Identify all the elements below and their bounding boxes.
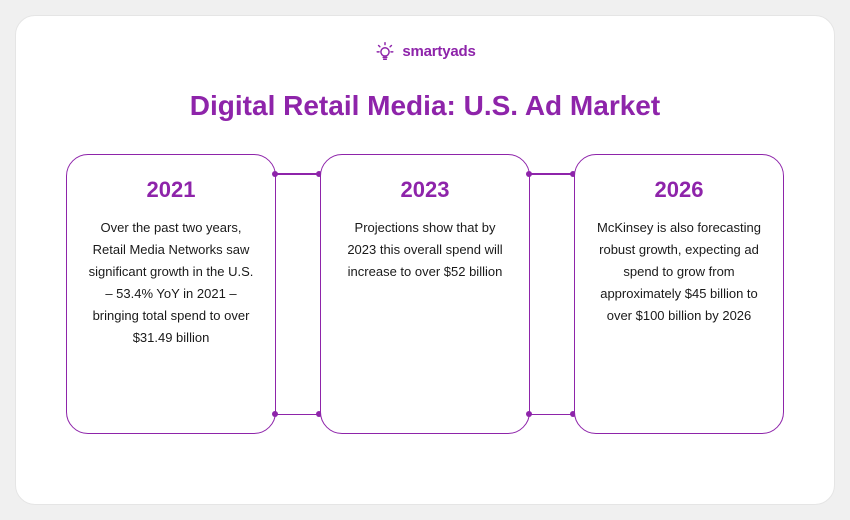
year-label: 2026 <box>593 177 765 203</box>
year-label: 2023 <box>339 177 511 203</box>
year-description: Projections show that by 2023 this overa… <box>339 217 511 283</box>
year-description: Over the past two years, Retail Media Ne… <box>85 217 257 350</box>
connector-line <box>275 173 319 175</box>
year-card-2021: 2021 Over the past two years, Retail Med… <box>66 154 276 434</box>
connector-line <box>275 414 319 416</box>
connector-line <box>529 173 573 175</box>
infographic-card: smartyads Digital Retail Media: U.S. Ad … <box>15 15 835 505</box>
logo-text: smartyads <box>402 43 475 60</box>
lightbulb-icon <box>374 40 396 62</box>
logo-row: smartyads <box>46 40 804 62</box>
connector-line <box>529 414 573 416</box>
cards-row: 2021 Over the past two years, Retail Med… <box>46 154 804 434</box>
page-title: Digital Retail Media: U.S. Ad Market <box>46 90 804 122</box>
year-card-2023: 2023 Projections show that by 2023 this … <box>320 154 530 434</box>
year-description: McKinsey is also forecasting robust grow… <box>593 217 765 327</box>
year-label: 2021 <box>85 177 257 203</box>
year-card-2026: 2026 McKinsey is also forecasting robust… <box>574 154 784 434</box>
